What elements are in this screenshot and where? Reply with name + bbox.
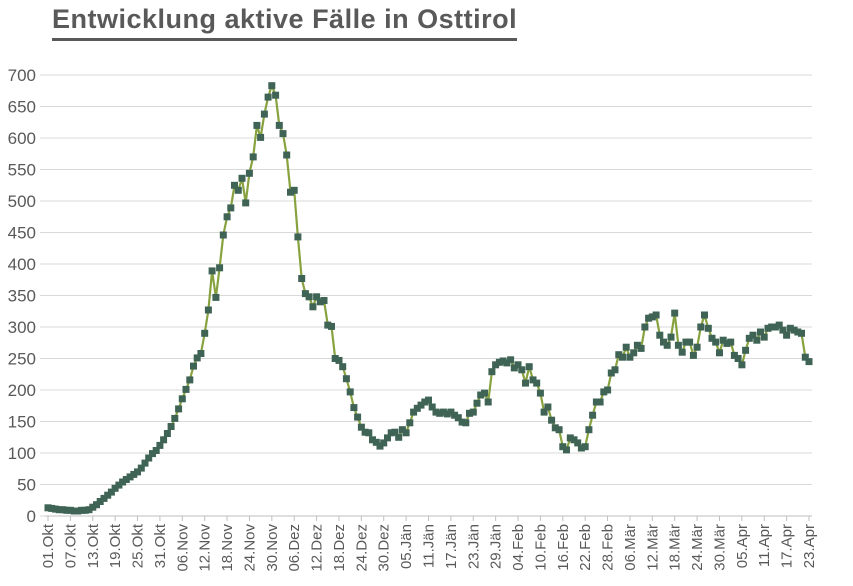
svg-text:600: 600 (8, 129, 36, 148)
svg-text:23.Apr: 23.Apr (801, 524, 818, 568)
svg-text:400: 400 (8, 255, 36, 274)
svg-text:30.Mär: 30.Mär (711, 524, 728, 571)
svg-text:04.Feb: 04.Feb (510, 524, 527, 571)
svg-text:18.Mär: 18.Mär (667, 524, 684, 571)
svg-text:0: 0 (27, 507, 36, 526)
svg-text:12.Nov: 12.Nov (197, 524, 214, 572)
y-axis-ticks (40, 74, 45, 517)
y-axis-labels: 0 50 100 150 200 250 300 350 400 450 500 550 600 650 7… (8, 66, 36, 526)
gridlines (45, 74, 812, 485)
svg-text:24.Nov: 24.Nov (241, 524, 258, 572)
data-series (44, 82, 813, 515)
svg-text:23.Jän: 23.Jän (465, 524, 482, 569)
svg-text:11.Apr: 11.Apr (756, 524, 773, 567)
svg-text:50: 50 (17, 476, 36, 495)
svg-text:07.Okt: 07.Okt (62, 523, 79, 568)
svg-text:28.Feb: 28.Feb (600, 524, 617, 571)
svg-text:29.Jän: 29.Jän (488, 524, 505, 569)
svg-text:17.Jän: 17.Jän (443, 524, 460, 569)
svg-text:06.Dez: 06.Dez (286, 524, 303, 572)
svg-text:06.Mär: 06.Mär (622, 524, 639, 571)
svg-text:24.Dez: 24.Dez (353, 524, 370, 572)
svg-text:11.Jän: 11.Jän (421, 524, 438, 568)
svg-text:22.Feb: 22.Feb (577, 524, 594, 571)
svg-text:700: 700 (8, 66, 36, 85)
svg-text:10.Feb: 10.Feb (532, 524, 549, 571)
svg-text:19.Okt: 19.Okt (107, 523, 124, 568)
svg-text:30.Nov: 30.Nov (264, 524, 281, 572)
svg-text:100: 100 (8, 444, 36, 463)
svg-text:13.Okt: 13.Okt (85, 523, 102, 568)
svg-text:250: 250 (8, 350, 36, 369)
svg-text:200: 200 (8, 381, 36, 400)
svg-text:05.Apr: 05.Apr (734, 524, 751, 568)
svg-text:150: 150 (8, 413, 36, 432)
svg-text:12.Mär: 12.Mär (644, 524, 661, 571)
svg-text:350: 350 (8, 287, 36, 306)
svg-text:18.Dez: 18.Dez (331, 524, 348, 572)
svg-text:12.Dez: 12.Dez (309, 524, 326, 572)
svg-text:500: 500 (8, 192, 36, 211)
svg-text:16.Feb: 16.Feb (555, 524, 572, 571)
svg-text:650: 650 (8, 98, 36, 117)
svg-text:01.Okt: 01.Okt (40, 523, 57, 568)
svg-text:25.Okt: 25.Okt (130, 523, 147, 568)
svg-text:05.Jän: 05.Jän (398, 524, 415, 569)
svg-text:300: 300 (8, 318, 36, 337)
svg-text:31.Okt: 31.Okt (152, 523, 169, 568)
svg-text:24.Mär: 24.Mär (689, 524, 706, 571)
svg-text:17.Apr: 17.Apr (779, 524, 796, 568)
chart-title: Entwicklung aktive Fälle in Osttirol (52, 4, 518, 41)
svg-text:550: 550 (8, 161, 36, 180)
svg-text:450: 450 (8, 224, 36, 243)
svg-text:30.Dez: 30.Dez (376, 524, 393, 572)
x-axis-labels: 01.Okt 07.Okt 13.Okt 19.Okt 25.Okt 31.Okt 06.N… (40, 523, 818, 571)
x-axis (45, 515, 812, 521)
svg-text:18.Nov: 18.Nov (219, 524, 236, 572)
svg-text:06.Nov: 06.Nov (174, 524, 191, 572)
